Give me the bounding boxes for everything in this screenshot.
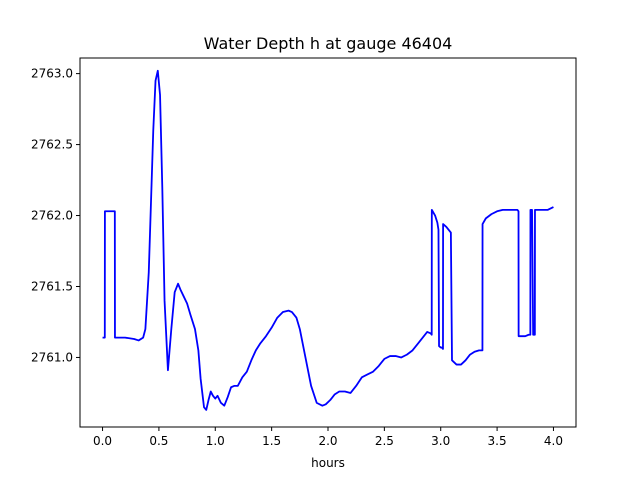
x-tick-label: 0.5 <box>149 434 168 448</box>
x-tick-label: 2.0 <box>318 434 337 448</box>
chart-title: Water Depth h at gauge 46404 <box>204 34 453 53</box>
x-tick-label: 3.5 <box>488 434 507 448</box>
water-depth-line <box>102 69 554 411</box>
y-tick-label: 2761.0 <box>31 350 73 364</box>
y-axis: 2761.0 2761.5 2762.0 2762.5 2763.0 <box>31 67 80 364</box>
x-tick-label: 4.0 <box>544 434 563 448</box>
x-tick-label: 3.0 <box>431 434 450 448</box>
x-tick-label: 2.5 <box>375 434 394 448</box>
y-tick-label: 2762.5 <box>31 138 73 152</box>
x-axis-label: hours <box>311 456 345 470</box>
x-tick-label: 0.0 <box>93 434 112 448</box>
x-tick-label: 1.0 <box>206 434 225 448</box>
y-tick-label: 2763.0 <box>31 67 73 81</box>
y-tick-label: 2761.5 <box>31 279 73 293</box>
y-tick-label: 2762.0 <box>31 209 73 223</box>
x-axis: 0.0 0.5 1.0 1.5 2.0 2.5 3.0 3.5 4.0 <box>93 427 563 448</box>
x-tick-label: 1.5 <box>262 434 281 448</box>
